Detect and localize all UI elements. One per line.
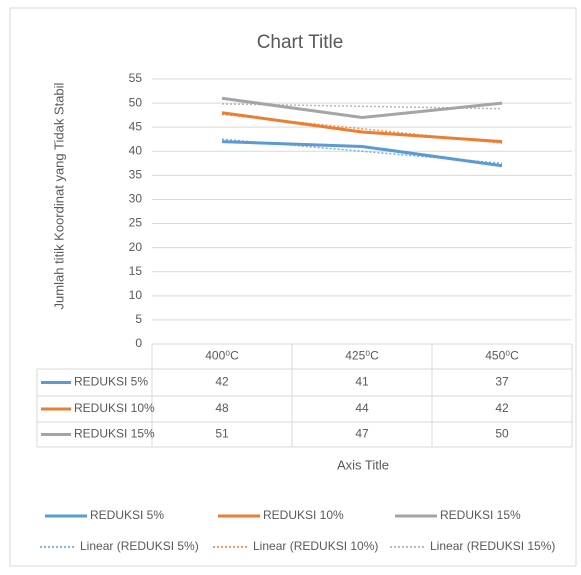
table-cell: 48 [215, 401, 229, 415]
trendline [221, 138, 503, 165]
series-line [221, 140, 503, 168]
table-cell: 41 [355, 375, 369, 389]
y-tick-label: 25 [129, 216, 143, 230]
legend-label: Linear (REDUKSI 15%) [430, 539, 555, 553]
table-row-label: REDUKSI 10% [74, 401, 155, 415]
y-tick-label: 40 [129, 143, 143, 157]
table-cell: 50 [495, 427, 509, 441]
table-row-label: REDUKSI 15% [74, 427, 155, 441]
y-tick-label: 0 [135, 336, 142, 350]
legend-label: REDUKSI 5% [90, 508, 164, 522]
y-tick-label: 30 [129, 192, 143, 206]
chart-title: Chart Title [257, 32, 344, 53]
y-tick-label: 50 [129, 95, 143, 109]
legend-label: REDUKSI 15% [440, 508, 521, 522]
x-tick-label: 425⁰C [345, 349, 379, 363]
table-cell: 37 [495, 375, 509, 389]
table-cell: 47 [355, 427, 369, 441]
series-line [221, 111, 503, 144]
trendline [221, 113, 503, 144]
table-cell: 51 [215, 427, 229, 441]
y-tick-label: 5 [135, 312, 142, 326]
table-row-label: REDUKSI 5% [74, 375, 148, 389]
legend-label: Linear (REDUKSI 5%) [80, 539, 199, 553]
x-tick-label: 450⁰C [485, 349, 519, 363]
y-tick-label: 35 [129, 168, 143, 182]
series-line [221, 96, 503, 120]
y-tick-label: 45 [129, 119, 143, 133]
legend-label: REDUKSI 10% [263, 508, 344, 522]
x-axis-title: Axis Title [337, 457, 389, 472]
legend-label: Linear (REDUKSI 10%) [253, 539, 378, 553]
y-tick-label: 55 [129, 71, 143, 85]
y-tick-label: 20 [129, 240, 143, 254]
y-tick-label: 10 [129, 288, 143, 302]
table-cell: 42 [215, 375, 229, 389]
x-tick-label: 400⁰C [205, 349, 239, 363]
chart-border [9, 7, 577, 567]
y-tick-label: 15 [129, 264, 143, 278]
table-cell: 44 [355, 401, 369, 415]
table-cell: 42 [495, 401, 509, 415]
y-axis-title: Jumlah titik Koordinat yang Tidak Stabil [51, 82, 66, 309]
